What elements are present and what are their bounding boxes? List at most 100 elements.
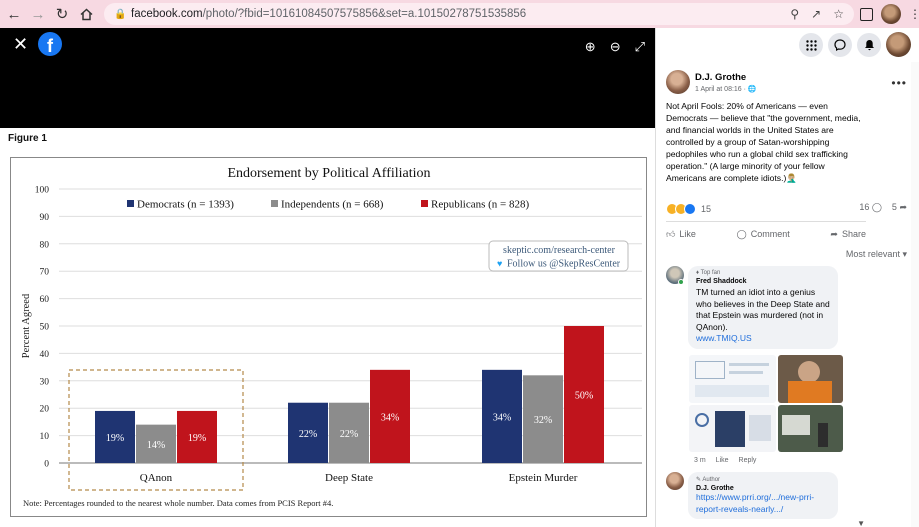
photo-viewer: ✕ f ⊕ ⊖ ⤢ Figure 1 Endorsement by Politi… [0,28,655,527]
comment-button[interactable]: ◯ Comment [736,228,790,240]
comment-item: ♦ Top fan Fred Shaddock TM turned an idi… [666,266,866,466]
comment-image-grid[interactable] [689,355,843,452]
url-host: facebook.com [131,8,203,20]
comment-text: TM turned an idiot into a genius who bel… [696,287,830,332]
back-arrow-icon[interactable]: ← [6,5,22,23]
chart-title: Endorsement by Political Affiliation [227,166,430,181]
comment-reply-link[interactable]: Reply [738,457,757,464]
forward-arrow-icon[interactable]: → [30,5,46,23]
commenter-name[interactable]: Fred Shaddock [696,278,747,285]
comment-item: ✎ Author D.J. Grothe https://www.prri.or… [666,472,866,527]
post-timestamp[interactable]: 1 April at 08:16 · 🌐 [695,86,757,93]
scroll-down-arrow-icon[interactable]: ▼ [857,519,865,527]
author-avatar[interactable] [666,70,690,94]
zoom-icon[interactable]: ⚲ [790,7,800,21]
post-panel: D.J. Grothe 1 April at 08:16 · 🌐 ••• Not… [655,28,919,527]
y-tick-label: 100 [35,186,50,196]
reload-icon[interactable]: ↻ [55,6,69,23]
bookmark-star-icon[interactable]: ☆ [833,7,844,21]
zoom-in-icon[interactable]: ⊕ [584,39,596,54]
y-tick-label: 60 [40,295,50,305]
address-bar[interactable]: 🔒 facebook.com/photo/?fbid=1016108450757… [104,3,854,25]
bar [329,402,369,463]
share-count[interactable]: 5 ➦ [891,202,907,212]
bar [177,410,217,463]
account-avatar[interactable] [886,32,911,57]
figure-label: Figure 1 [8,133,47,144]
top-fan-badge: ♦ Top fan [696,270,721,276]
x-category-label: Deep State [325,472,373,484]
bar [136,424,176,463]
messenger-icon[interactable] [828,33,852,57]
like-reaction-icon [684,203,696,215]
bar-value-label: 50% [575,391,593,402]
share-arrow-icon: ➦ [899,202,907,212]
chevron-down-icon: ▾ [902,249,907,259]
sidebar-toggle-icon[interactable] [860,7,873,21]
comment-link[interactable]: www.TMIQ.US [696,333,752,343]
online-status-icon [678,279,684,285]
menu-grid-icon[interactable] [799,33,823,57]
legend-swatch [127,200,134,207]
bar [370,369,410,463]
bar-value-label: 34% [381,412,399,423]
y-tick-label: 40 [40,350,50,360]
share-page-icon[interactable]: ↗ [811,7,822,21]
chart-note: Note: Percentages rounded to the nearest… [23,498,334,508]
fullscreen-icon[interactable]: ⤢ [634,39,645,54]
comment-image[interactable] [689,405,776,452]
y-tick-label: 90 [40,213,50,223]
close-icon[interactable]: ✕ [13,34,29,54]
y-tick-label: 0 [44,460,49,470]
comment-image[interactable] [778,355,843,403]
panel-header [656,28,919,62]
comment-image[interactable] [689,355,776,403]
bar-value-label: 32% [534,415,552,426]
share-button[interactable]: ➦ Share [830,228,866,240]
profile-avatar[interactable] [881,4,901,24]
bar-value-label: 14% [147,440,165,451]
bar [288,402,328,463]
more-options-icon[interactable]: ••• [891,76,907,90]
bar-chart: Endorsement by Political Affiliation 0 10 2… [21,166,642,491]
bar-value-label: 34% [493,412,511,423]
post-actions: 👍︎ Like ◯ Comment ➦ Share [666,226,866,242]
comment-time[interactable]: 3 m [694,457,706,464]
comment-like-link[interactable]: Like [715,457,729,464]
x-category-label: QAnon [140,472,173,484]
watermark-url: skeptic.com/research-center [503,245,616,256]
zoom-out-icon[interactable]: ⊖ [609,39,621,54]
author-name[interactable]: D.J. Grothe [695,72,747,83]
bar [564,326,604,463]
author-badge: ✎ Author [696,477,721,483]
legend-label: Independents (n = 668) [281,199,384,211]
y-tick-label: 10 [40,432,50,442]
watermark-follow: Follow us @SkepResCenter [507,259,621,270]
browser-menu-icon[interactable]: ⋮ [909,7,919,21]
comment-count[interactable]: 16 ◯ [859,202,882,212]
post-header: D.J. Grothe 1 April at 08:16 · 🌐 [666,70,866,100]
y-tick-label: 80 [40,240,50,250]
reactions-summary[interactable]: 15 [666,202,866,216]
comment-bubble: ✎ Author D.J. Grothe https://www.prri.or… [688,472,838,519]
photo-image: Figure 1 Endorsement by Political Affili… [0,128,655,527]
commenter-avatar[interactable] [666,472,684,490]
bar-value-label: 22% [340,429,358,440]
like-button[interactable]: 👍︎ Like [666,228,696,240]
share-icon: ➦ [830,228,838,239]
comment-sort-dropdown[interactable]: Most relevant ▾ [845,249,907,259]
comment-link[interactable]: https://www.prri.org/.../new-prri-report… [696,492,815,514]
bar [482,369,522,463]
y-tick-label: 20 [40,405,50,415]
facebook-logo-icon[interactable]: f [38,32,62,56]
commenter-name[interactable]: D.J. Grothe [696,485,734,492]
thumbs-up-icon: 👍︎ [666,228,676,239]
y-axis-label: Percent Agreed [21,293,32,358]
comment-image[interactable] [778,405,843,452]
legend-swatch [421,200,428,207]
panel-scrollbar[interactable] [911,62,919,527]
bar [523,375,563,463]
home-icon[interactable] [76,4,96,24]
reaction-count: 15 [701,204,712,214]
notifications-bell-icon[interactable] [857,33,881,57]
